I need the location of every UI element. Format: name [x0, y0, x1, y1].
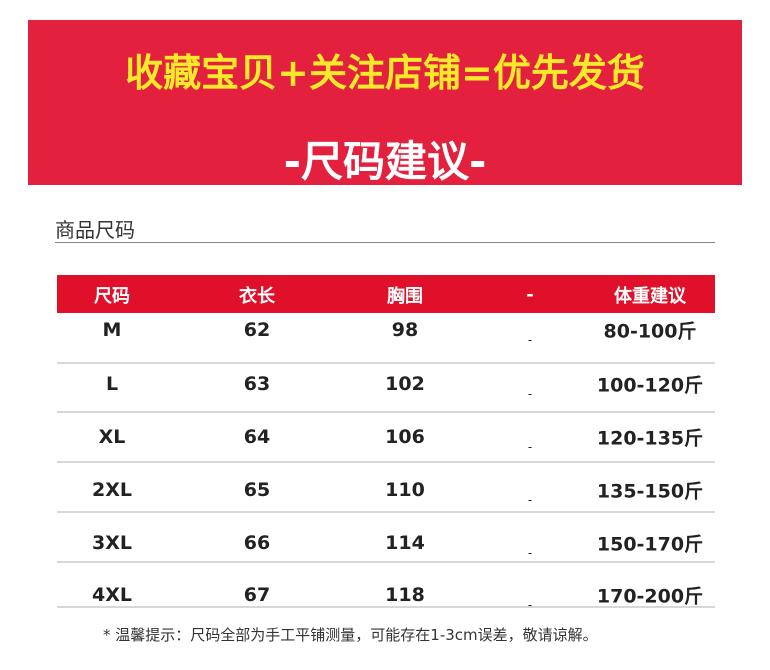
banner-subtitle: -尺码建议-: [283, 137, 487, 186]
table-cell: 110: [385, 479, 425, 501]
header-cell: -: [526, 284, 534, 306]
table-cell: 66: [243, 532, 271, 554]
dash-cell: -: [527, 387, 533, 401]
table-cell: 135-150斤: [596, 480, 704, 503]
header-cell: 尺码: [94, 286, 130, 307]
header-cell: 体重建议: [614, 286, 686, 307]
table-cell: 3XL: [92, 532, 132, 554]
footnote: * 温馨提示：尺码全部为手工平铺测量，可能存在1-3cm误差，敬请谅解。: [103, 626, 598, 644]
table-cell: 80-100斤: [603, 320, 697, 343]
table-cell: 118: [385, 584, 425, 606]
table-cell: 64: [243, 426, 271, 448]
table-cell: XL: [98, 426, 126, 448]
table-cell: 67: [243, 584, 271, 606]
row-separator: [57, 561, 715, 563]
table-cell: 114: [385, 532, 425, 554]
row-separator: [57, 461, 715, 463]
dash-cell: -: [527, 440, 533, 454]
table-cell: 2XL: [92, 479, 132, 501]
table-cell: 100-120斤: [596, 374, 704, 397]
dash-cell: -: [527, 546, 533, 560]
table-cell: M: [102, 319, 122, 341]
section-rule: [55, 242, 715, 243]
dash-cell: -: [527, 493, 533, 507]
row-separator: [57, 511, 715, 513]
row-separator: [57, 362, 715, 364]
table-cell: 120-135斤: [596, 427, 704, 450]
header-cell: 衣长: [239, 286, 275, 307]
table-cell: 170-200斤: [596, 585, 704, 608]
row-separator: [57, 606, 715, 608]
row-separator: [57, 411, 715, 413]
table-cell: 65: [243, 479, 271, 501]
table-cell: 102: [385, 373, 425, 395]
dash-cell: -: [527, 333, 533, 347]
header-cell: 胸围: [387, 286, 423, 307]
section-title: 商品尺码: [55, 218, 135, 242]
table-cell: 4XL: [92, 584, 132, 606]
table-cell: 63: [243, 373, 271, 395]
table-cell: 106: [385, 426, 425, 448]
table-header-bar: [57, 275, 715, 313]
table-cell: L: [105, 373, 119, 395]
table-cell: 98: [391, 319, 419, 341]
table-cell: 150-170斤: [596, 533, 704, 556]
banner: 收藏宝贝+关注店铺=优先发货 -尺码建议-: [28, 20, 742, 186]
table-cell: 62: [243, 319, 271, 341]
dash-cell: -: [527, 598, 533, 612]
banner-title: 收藏宝贝+关注店铺=优先发货: [125, 51, 645, 95]
